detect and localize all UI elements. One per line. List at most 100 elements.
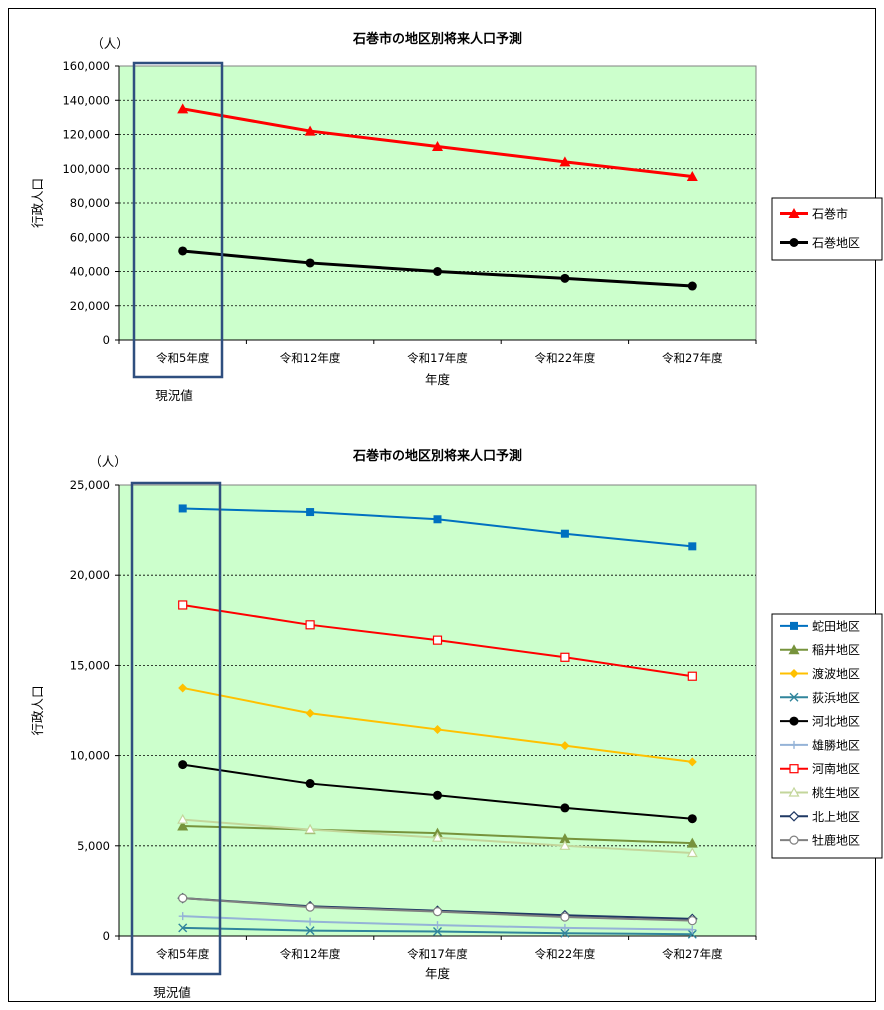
bottom-x-tick-label: 令和12年度 — [280, 947, 341, 961]
bottom-x-tick-label: 令和27年度 — [662, 947, 723, 961]
bottom-legend-marker-6 — [790, 740, 798, 749]
bottom-x-tick-label: 令和5年度 — [156, 947, 210, 961]
bottom-data-point-5-1 — [178, 760, 188, 770]
top-data-point-1-4 — [559, 156, 571, 167]
bottom-legend-marker-9 — [788, 810, 800, 822]
bottom-data-point-7-3 — [432, 635, 443, 645]
bottom-data-point-1-2 — [306, 508, 315, 517]
bottom-data-point-8-1 — [177, 813, 189, 824]
bottom-x-tick-label: 令和17年度 — [407, 947, 468, 961]
bottom-legend-label-2: 稲井地区 — [812, 643, 860, 657]
bottom-data-point-1-5 — [688, 542, 697, 551]
bottom-y-tick-label: 15,000 — [70, 658, 110, 672]
bottom-legend-marker-10 — [789, 835, 799, 845]
top-y-tick-label: 0 — [103, 333, 110, 347]
bottom-current-value-highlight-box — [130, 481, 222, 976]
top-plot-area — [118, 65, 757, 341]
top-current-value-highlight-box — [132, 61, 224, 379]
top-legend-label-2: 石巻地区 — [812, 236, 860, 250]
bottom-data-point-5-5 — [687, 814, 697, 824]
bottom-data-point-7-4 — [560, 652, 570, 662]
bottom-data-point-5-3 — [433, 790, 442, 800]
bottom-data-point-3-4 — [560, 741, 570, 751]
bottom-legend-label-5: 河北地区 — [812, 715, 860, 729]
bottom-data-point-10-1 — [178, 893, 188, 903]
bottom-legend-marker-7 — [789, 764, 799, 774]
bottom-legend-label-3: 渡波地区 — [812, 666, 860, 681]
bottom-data-point-2-4 — [559, 833, 571, 844]
bottom-y-tick-label: 20,000 — [70, 568, 110, 582]
bottom-data-point-10-2 — [305, 902, 315, 912]
bottom-data-point-5-4 — [560, 803, 570, 813]
top-legend-marker-1 — [788, 208, 800, 218]
bottom-plot-area — [118, 484, 757, 937]
bottom-legend-marker-8 — [788, 786, 800, 797]
bottom-legend-marker-3 — [789, 669, 799, 678]
top-legend-label-1: 石巻市 — [812, 206, 848, 221]
bottom-data-point-1-1 — [178, 504, 187, 513]
top-x-tick-label: 令和12年度 — [280, 351, 341, 365]
top-x-tick-label: 令和27年度 — [662, 351, 723, 365]
bottom-data-point-8-4 — [559, 840, 571, 850]
bottom-data-point-2-5 — [686, 837, 698, 848]
bottom-legend-label-10: 牡鹿地区 — [812, 833, 860, 848]
top-y-tick-label: 40,000 — [70, 265, 110, 279]
bottom-legend-label-8: 桃生地区 — [812, 785, 860, 800]
bottom-data-point-4-5 — [687, 929, 697, 939]
bottom-legend-marker-4 — [789, 692, 799, 702]
bottom-data-point-4-1 — [178, 923, 188, 933]
bottom-data-point-10-4 — [560, 912, 570, 922]
bottom-legend-marker-2 — [788, 644, 800, 655]
bottom-data-point-1-4 — [560, 529, 569, 538]
bottom-data-point-8-3 — [431, 831, 444, 842]
bottom-data-point-7-1 — [178, 600, 188, 610]
top-legend-box — [771, 197, 883, 261]
bottom-data-point-6-4 — [560, 923, 569, 932]
top-current-value-label: 現況値 — [155, 388, 193, 403]
top-data-point-1-5 — [686, 170, 698, 181]
bottom-x-axis-label: 年度 — [425, 966, 451, 981]
top-y-tick-label: 100,000 — [62, 162, 110, 176]
bottom-data-point-7-2 — [305, 620, 315, 630]
bottom-y-axis-label: 行政人口 — [30, 685, 45, 735]
bottom-data-point-10-5 — [687, 916, 697, 926]
bottom-legend-label-4: 荻浜地区 — [812, 691, 860, 705]
bottom-legend-marker-1 — [790, 621, 798, 630]
bottom-legend-label-9: 北上地区 — [812, 810, 860, 824]
top-unit-label: （人） — [91, 36, 129, 51]
top-data-point-2-3 — [433, 267, 442, 276]
top-x-axis-label: 年度 — [425, 372, 451, 387]
bottom-y-tick-label: 0 — [103, 929, 110, 943]
bottom-data-point-3-5 — [687, 757, 697, 767]
bottom-unit-label: （人） — [89, 454, 127, 469]
bottom-data-point-3-1 — [178, 683, 188, 693]
bottom-data-point-5-2 — [305, 779, 315, 789]
top-y-tick-label: 120,000 — [62, 128, 110, 142]
top-legend-marker-2 — [789, 238, 799, 247]
top-y-tick-label: 60,000 — [70, 230, 110, 244]
top-data-point-2-5 — [687, 281, 697, 291]
bottom-chart-title: 石巻市の地区別将来人口予測 — [352, 448, 522, 464]
bottom-data-point-3-3 — [433, 724, 442, 734]
bottom-data-point-4-2 — [305, 926, 315, 936]
top-data-point-1-1 — [177, 103, 189, 114]
bottom-legend-marker-5 — [789, 716, 799, 726]
top-x-tick-label: 令和22年度 — [535, 351, 596, 365]
bottom-data-point-2-1 — [177, 820, 189, 831]
top-x-tick-label: 令和5年度 — [156, 351, 210, 365]
top-y-tick-label: 80,000 — [70, 196, 110, 210]
top-data-point-1-3 — [432, 140, 443, 151]
top-y-axis-label: 行政人口 — [30, 178, 45, 228]
bottom-data-point-6-1 — [178, 912, 187, 921]
bottom-legend-label-7: 河南地区 — [812, 761, 860, 776]
top-data-point-2-1 — [178, 246, 188, 256]
bottom-y-tick-label: 25,000 — [70, 478, 110, 492]
bottom-data-point-8-5 — [686, 847, 698, 858]
bottom-y-tick-label: 10,000 — [70, 749, 110, 763]
top-y-tick-label: 140,000 — [62, 93, 110, 107]
top-y-tick-label: 20,000 — [70, 299, 110, 313]
bottom-legend-label-1: 蛇田地区 — [812, 618, 860, 633]
bottom-data-point-7-5 — [687, 671, 697, 681]
top-chart-title: 石巻市の地区別将来人口予測 — [352, 31, 522, 47]
